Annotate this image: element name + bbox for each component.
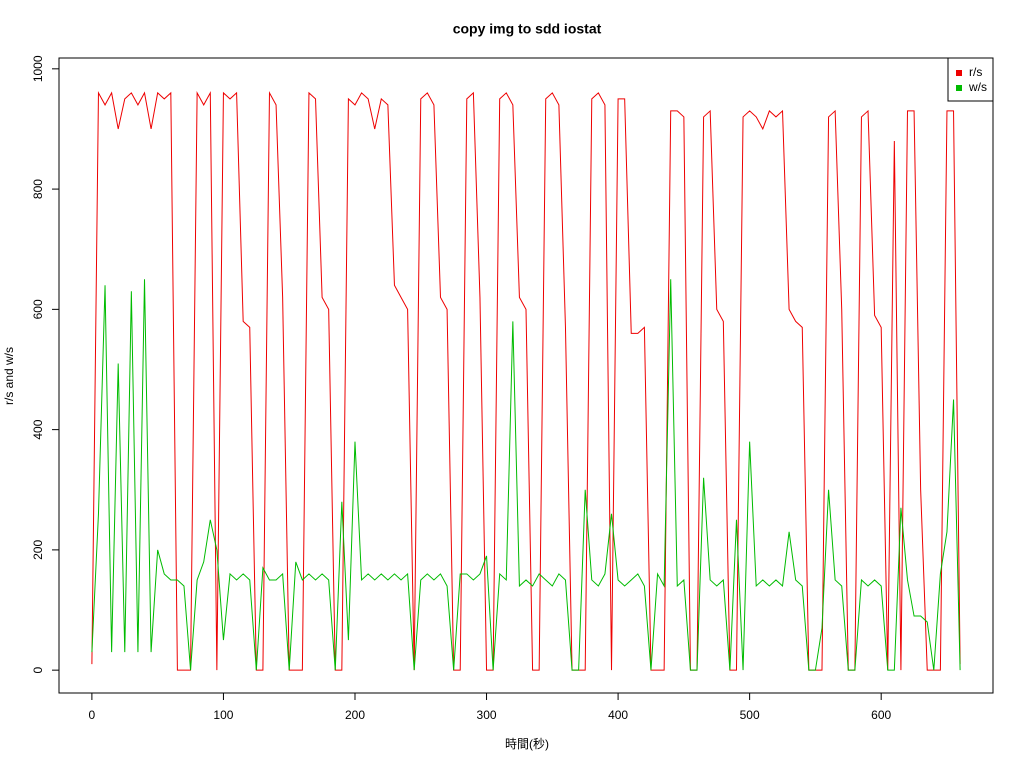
legend-swatch (956, 70, 962, 76)
legend-swatch (956, 85, 962, 91)
y-tick-label: 0 (31, 666, 45, 673)
y-tick-label: 400 (31, 419, 45, 439)
series-line (91, 279, 961, 671)
y-tick-label: 200 (31, 540, 45, 560)
plot-frame (58, 57, 994, 694)
chart-title: copy img to sdd iostat (453, 21, 602, 37)
y-tick-label: 800 (31, 179, 45, 199)
x-axis-label: 時間(秒) (505, 737, 549, 751)
x-tick-label: 500 (740, 708, 760, 722)
y-tick-label: 1000 (31, 55, 45, 82)
x-tick-label: 600 (871, 708, 891, 722)
y-axis-label: r/s and w/s (2, 347, 16, 405)
x-tick-label: 300 (477, 708, 497, 722)
x-tick-label: 100 (213, 708, 233, 722)
legend-box (947, 57, 994, 102)
legend-label: w/s (968, 80, 987, 94)
legend-label: r/s (969, 65, 982, 79)
x-tick-label: 400 (608, 708, 628, 722)
series-line (91, 90, 961, 671)
x-tick-label: 0 (89, 708, 96, 722)
y-tick-label: 600 (31, 299, 45, 319)
x-tick-label: 200 (345, 708, 365, 722)
